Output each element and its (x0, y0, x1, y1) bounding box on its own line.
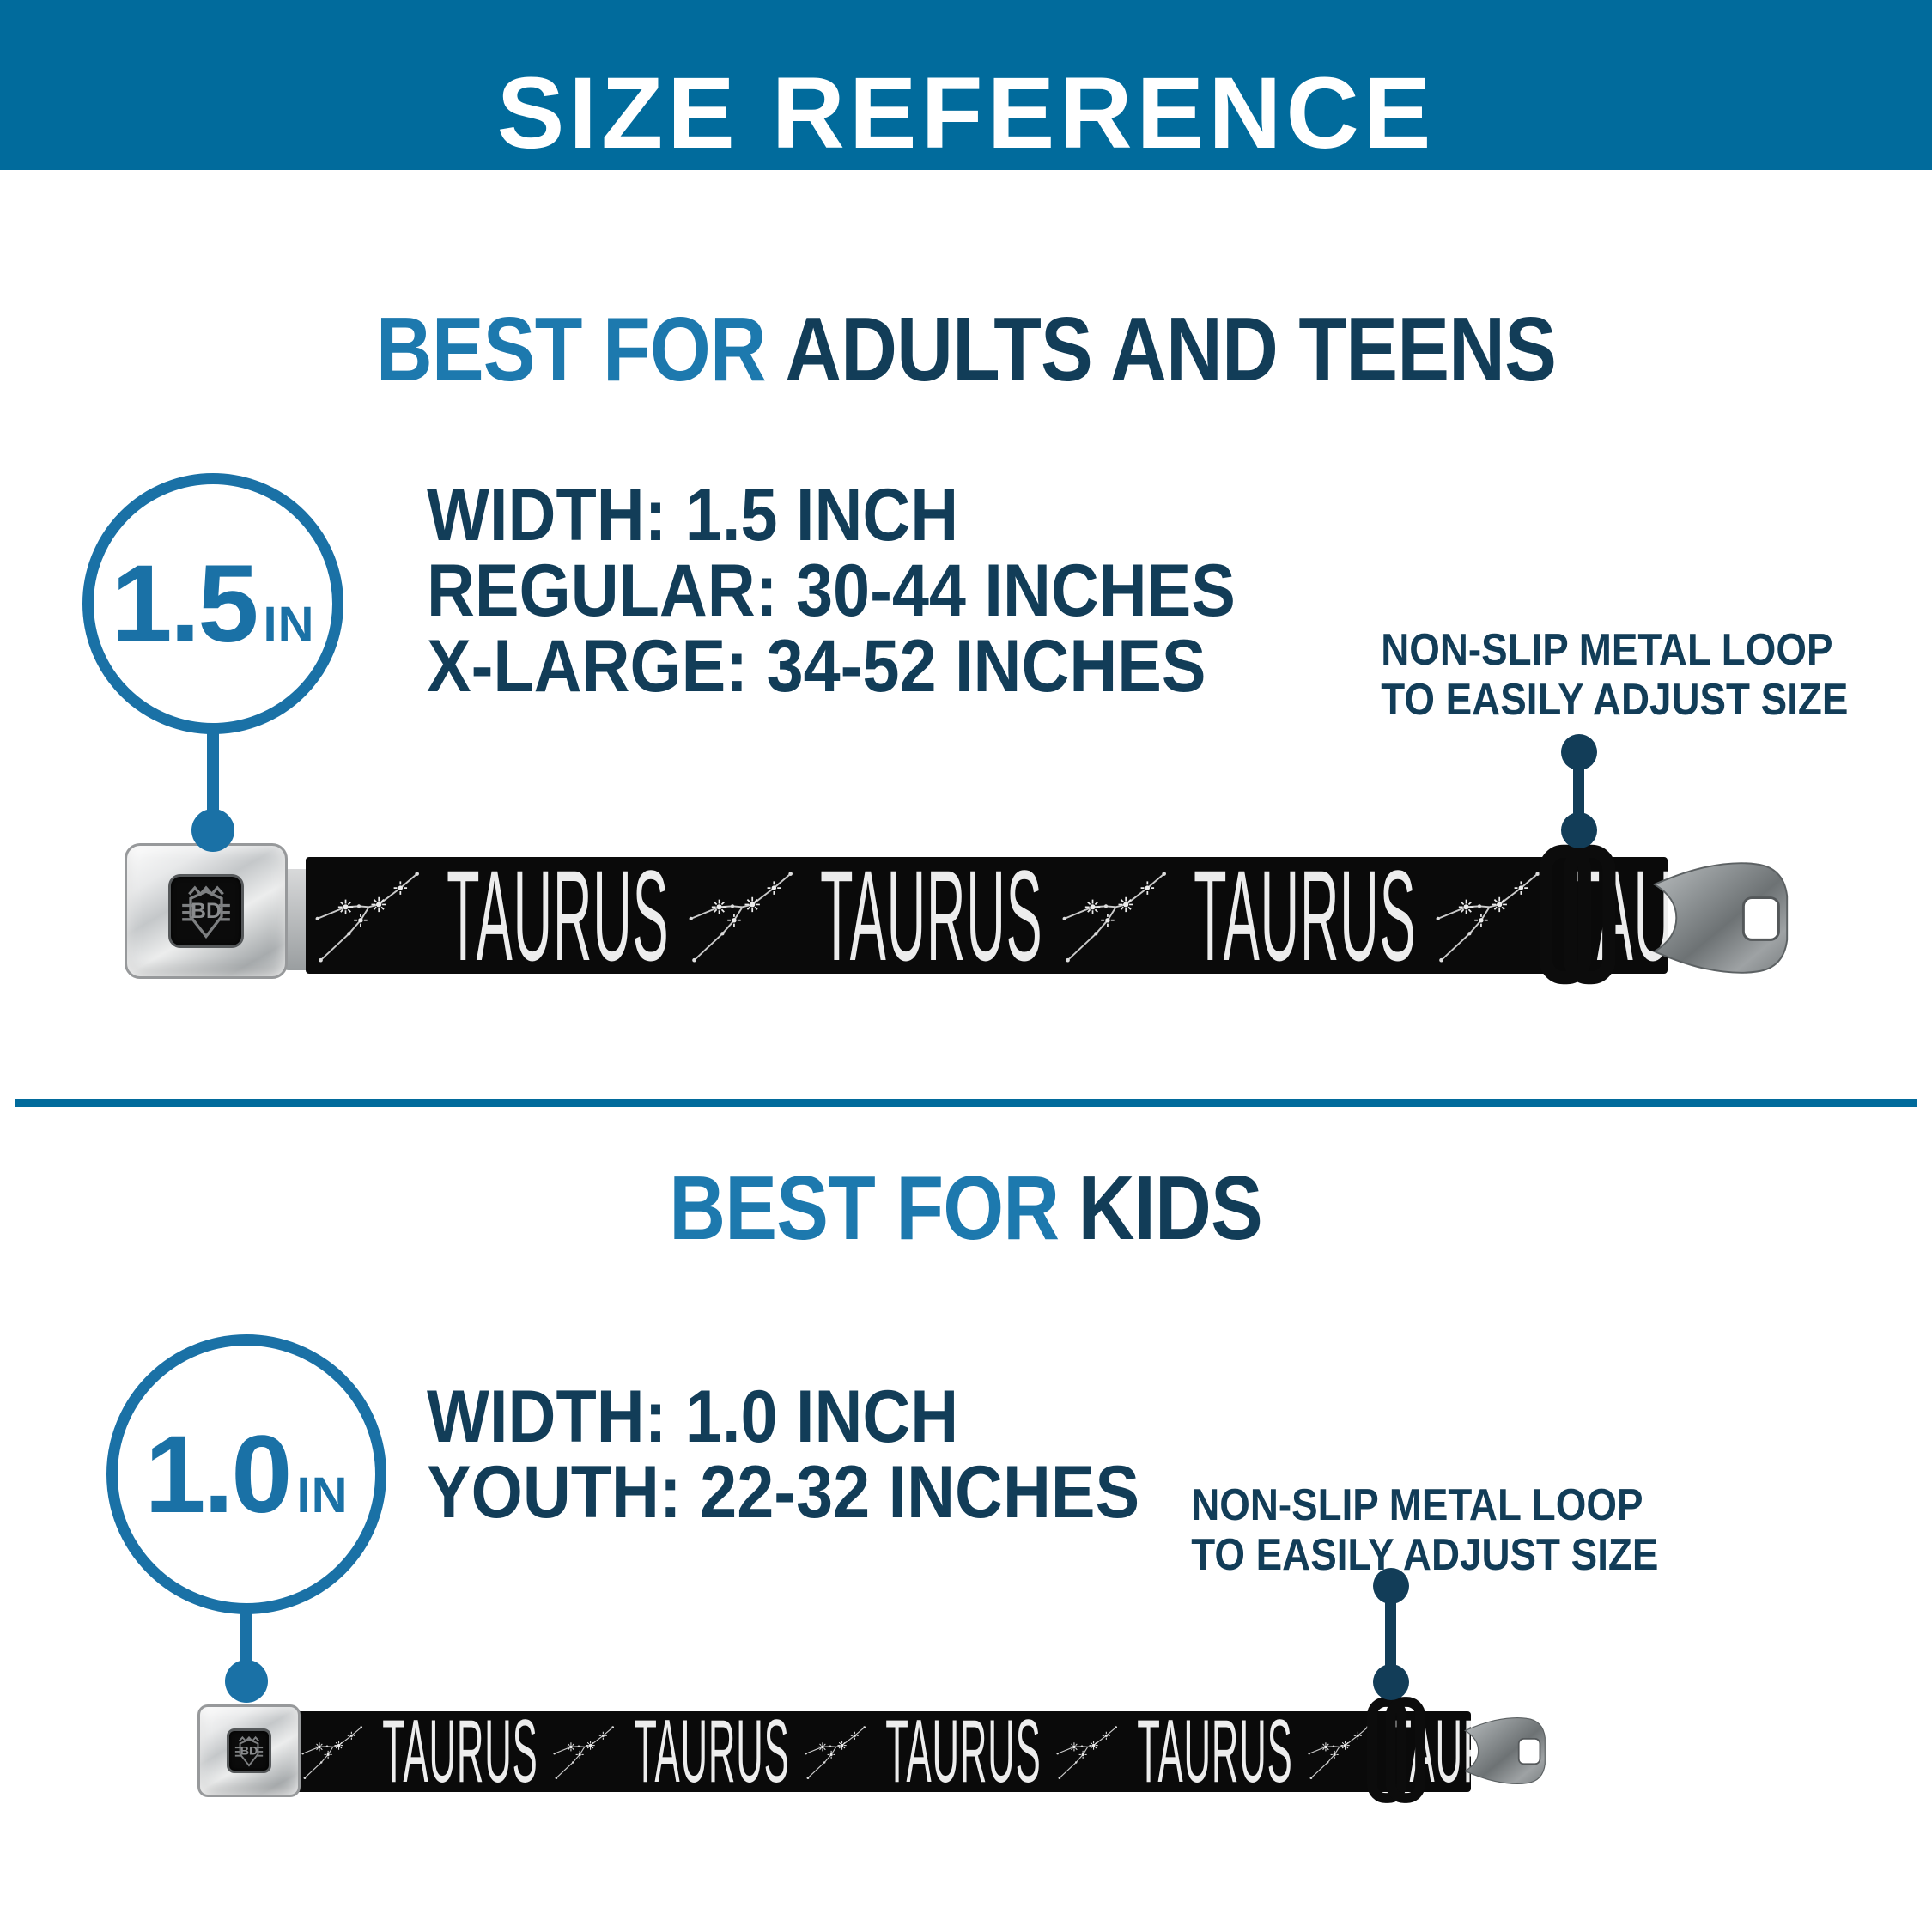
pointer-line (1573, 759, 1584, 819)
belt-strap: TAURUSTAURUSTAURUSTAURUSTAURUSTAURUS (296, 1711, 1471, 1792)
spec-line: X-LARGE: 34-52 INCHES (427, 625, 1206, 708)
buckle-logo-text: BD (240, 1745, 258, 1759)
callout-line: TO EASILY ADJUST SIZE (1191, 1530, 1659, 1580)
belt-label: TAURUS (1194, 857, 1417, 974)
pointer-line (240, 1604, 252, 1666)
pointer-dot (1561, 812, 1597, 848)
taurus-constellation-icon (315, 872, 419, 963)
belt-label: TAURUS (382, 1711, 538, 1792)
metal-loop (1367, 1697, 1425, 1803)
spec-line: REGULAR: 30-44 INCHES (427, 550, 1236, 632)
belt-label: TAURUS (447, 857, 670, 974)
size-unit: IN (263, 596, 315, 653)
belt-clasp (1464, 1716, 1546, 1785)
pointer-dot (225, 1660, 268, 1703)
taurus-constellation-icon (805, 1726, 866, 1779)
buckle-logo-text: BD (191, 900, 221, 923)
taurus-constellation-icon (1056, 1726, 1118, 1779)
section-divider (15, 1099, 1917, 1107)
belt-label: TAURUS (634, 1711, 790, 1792)
heading-audience: ADULTS AND TEENS (785, 299, 1557, 400)
heading-audience: KIDS (1078, 1157, 1263, 1259)
heading-adults-text: BEST FOR ADULTS AND TEENS (375, 299, 1557, 400)
size-value: 1.0 (144, 1413, 293, 1536)
spec-line: WIDTH: 1.5 INCH (427, 474, 959, 556)
banner: SIZE REFERENCE (0, 0, 1932, 170)
callout-line: NON-SLIP METAL LOOP (1381, 625, 1833, 675)
page-title: SIZE REFERENCE (496, 57, 1436, 170)
metal-loop (1539, 844, 1616, 985)
belt-label: TAURUS (820, 857, 1043, 974)
brand-logo-icon: BD (182, 885, 230, 939)
belt-label: TAURUS (1137, 1711, 1293, 1792)
taurus-constellation-icon (689, 872, 793, 963)
taurus-constellation-icon (301, 1726, 363, 1779)
size-badge-text: 1.0 IN (145, 1412, 349, 1538)
size-badge-adults: 1.5 IN (82, 473, 343, 734)
seatbelt-buckle: BD (125, 843, 288, 979)
heading-prefix: BEST FOR (375, 299, 767, 400)
callout-line: TO EASILY ADJUST SIZE (1381, 675, 1849, 725)
size-badge-text: 1.5 IN (112, 541, 315, 667)
callout-adults: NON-SLIP METAL LOOP TO EASILY ADJUST SIZ… (1381, 625, 1849, 725)
brand-logo-icon: BD (234, 1735, 264, 1767)
spec-line: YOUTH: 22-32 INCHES (427, 1451, 1140, 1534)
belt-label: TAURUS (885, 1711, 1042, 1792)
buckle-window: BD (227, 1728, 271, 1773)
size-unit: IN (296, 1467, 349, 1523)
heading-kids: BEST FOR KIDS (0, 1160, 1932, 1256)
specs-adults: WIDTH: 1.5 INCH REGULAR: 30-44 INCHES X-… (427, 477, 1236, 704)
seatbelt-buckle: BD (197, 1704, 301, 1797)
pointer-dot (191, 809, 234, 852)
spec-line: WIDTH: 1.0 INCH (427, 1376, 959, 1458)
buckle-window: BD (168, 874, 244, 948)
heading-kids-text: BEST FOR KIDS (670, 1160, 1264, 1256)
taurus-constellation-icon (553, 1726, 615, 1779)
specs-kids: WIDTH: 1.0 INCH YOUTH: 22-32 INCHES (427, 1379, 1139, 1530)
heading-adults: BEST FOR ADULTS AND TEENS (0, 299, 1932, 400)
callout-line: NON-SLIP METAL LOOP (1191, 1480, 1643, 1530)
callout-kids: NON-SLIP METAL LOOP TO EASILY ADJUST SIZ… (1191, 1480, 1659, 1580)
size-value: 1.5 (111, 542, 259, 665)
belt-clasp (1652, 862, 1789, 974)
pointer-line (1385, 1594, 1396, 1671)
taurus-constellation-icon (1062, 872, 1166, 963)
heading-prefix: BEST FOR (669, 1157, 1060, 1259)
pointer-line (207, 730, 219, 812)
taurus-constellation-icon (1308, 1726, 1370, 1779)
taurus-constellation-icon (1436, 872, 1540, 963)
pointer-dot (1373, 1664, 1409, 1700)
size-badge-kids: 1.0 IN (106, 1334, 386, 1614)
